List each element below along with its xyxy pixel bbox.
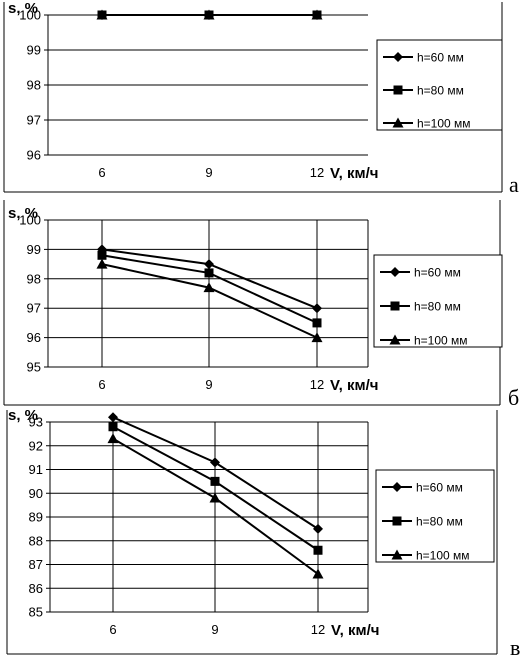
legend-label: h=100 мм: [417, 117, 471, 131]
panel-label: в: [510, 635, 520, 656]
data-point-triangle: [312, 568, 324, 579]
data-point-diamond: [312, 303, 322, 314]
y-axis-title: s, %: [8, 407, 38, 424]
legend-label: h=60 мм: [416, 481, 463, 495]
legend-marker-square: [390, 301, 400, 311]
legend-marker-diamond: [393, 52, 403, 62]
legend-marker-triangle: [391, 549, 403, 560]
chart-panel-2: 95 96 97 98 99 100 6 9 12 s, % V, км/ч h=60 мм h=80 …: [3, 200, 519, 410]
panel-label: б: [508, 385, 519, 410]
y-tick-label: 96: [27, 148, 41, 163]
legend-marker-square: [393, 85, 403, 95]
y-tick-label: 87: [29, 557, 43, 572]
x-tick-label: 12: [310, 165, 324, 180]
y-tick-label: 98: [27, 78, 41, 93]
legend-marker-square: [392, 516, 402, 526]
y-tick-label: 100: [19, 213, 41, 228]
y-tick-label: 91: [29, 462, 43, 477]
y-tick-label: 99: [27, 43, 41, 58]
data-point-diamond: [108, 412, 118, 423]
y-tick-label: 93: [29, 415, 43, 430]
data-point-triangle: [96, 258, 108, 269]
legend-label: h=100 мм: [414, 334, 468, 348]
x-axis-title: V, км/ч: [331, 622, 379, 639]
data-point-triangle: [96, 9, 108, 20]
y-tick-label: 90: [29, 486, 43, 501]
legend-label: h=80 мм: [414, 300, 461, 314]
x-tick-label: 6: [98, 165, 105, 180]
y-tick-label: 100: [19, 8, 41, 23]
y-tick-label: 89: [29, 510, 43, 525]
legend-marker-diamond: [390, 267, 400, 277]
legend-label: h=60 мм: [417, 51, 464, 65]
data-point-square: [108, 422, 118, 432]
y-tick-label: 96: [27, 330, 41, 345]
x-tick-label: 6: [98, 377, 105, 392]
legend-marker-triangle: [392, 117, 404, 128]
y-tick-label: 97: [27, 113, 41, 128]
chart-panel-3: 85 86 87 88 89 90 91 92 93 6 9 12 s, % V, км/ч h=60 мм…: [6, 407, 520, 656]
data-point-triangle: [203, 9, 215, 20]
data-point-diamond: [210, 457, 220, 468]
legend-marker-diamond: [392, 482, 402, 492]
x-tick-label: 6: [109, 622, 116, 637]
y-tick-label: 98: [27, 271, 41, 286]
data-point-square: [312, 318, 322, 328]
data-point-triangle: [203, 282, 215, 293]
y-tick-label: 85: [29, 605, 43, 620]
data-point-triangle: [209, 492, 221, 503]
legend-label: h=100 мм: [416, 549, 470, 563]
x-axis-title: V, км/ч: [330, 377, 378, 394]
x-tick-label: 9: [211, 622, 218, 637]
x-tick-label: 12: [310, 377, 324, 392]
legend-label: h=80 мм: [416, 515, 463, 529]
y-tick-label: 88: [29, 533, 43, 548]
data-point-triangle: [311, 9, 323, 20]
y-tick-label: 99: [27, 242, 41, 257]
x-tick-label: 9: [205, 377, 212, 392]
y-tick-label: 86: [29, 581, 43, 596]
y-axis-title: s, %: [8, 205, 38, 222]
x-axis-title: V, км/ч: [330, 165, 378, 182]
legend-label: h=80 мм: [417, 84, 464, 98]
chart-panel-1: 96 97 98 99 100 6 9 12 s, % V, км/ч h=60 мм h=80 мм…: [3, 0, 519, 197]
data-point-square: [204, 268, 214, 278]
legend-marker-triangle: [389, 334, 401, 345]
data-point-square: [210, 476, 220, 486]
x-tick-label: 9: [205, 165, 212, 180]
legend-label: h=60 мм: [414, 266, 461, 280]
y-tick-label: 97: [27, 301, 41, 316]
y-axis-title: s, %: [8, 0, 38, 17]
y-tick-label: 95: [27, 360, 41, 375]
data-point-diamond: [313, 523, 323, 534]
x-tick-label: 12: [311, 622, 325, 637]
panel-label: а: [509, 172, 519, 197]
data-point-square: [97, 250, 107, 260]
y-tick-label: 92: [29, 438, 43, 453]
data-point-square: [313, 545, 323, 555]
data-point-diamond: [204, 259, 214, 270]
data-point-triangle: [311, 332, 323, 343]
data-point-triangle: [107, 433, 119, 444]
